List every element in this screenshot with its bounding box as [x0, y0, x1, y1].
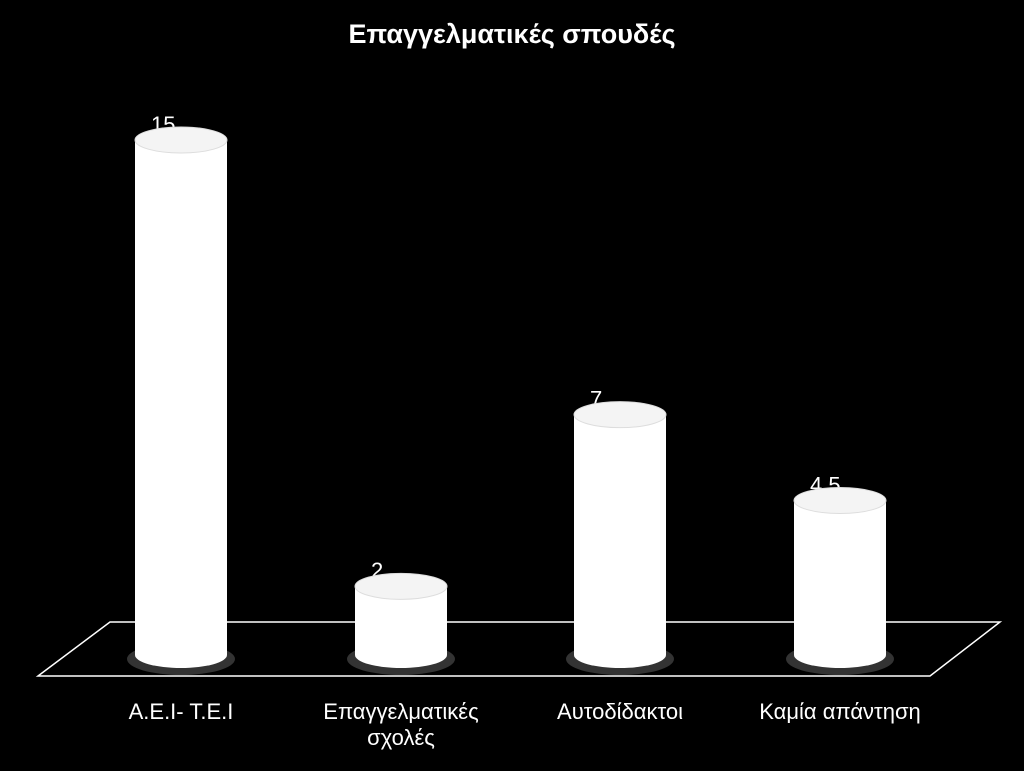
x-tick-label: Επαγγελματικές σχολές [323, 699, 479, 750]
bar-top [354, 572, 448, 600]
bar-top [134, 126, 228, 154]
bar [135, 127, 227, 668]
x-tick-label: Καμία απάντηση [759, 699, 921, 724]
bar-top [573, 401, 667, 429]
x-tick-label: Α.Ε.Ι- Τ.Ε.Ι [128, 699, 234, 724]
floor [35, 621, 1003, 677]
bar-top [793, 487, 887, 514]
bar [794, 487, 886, 668]
bar [574, 401, 666, 668]
chart-title: Επαγγελματικές σπουδές [348, 19, 675, 49]
x-tick-label: Αυτοδίδακτοι [557, 699, 683, 724]
